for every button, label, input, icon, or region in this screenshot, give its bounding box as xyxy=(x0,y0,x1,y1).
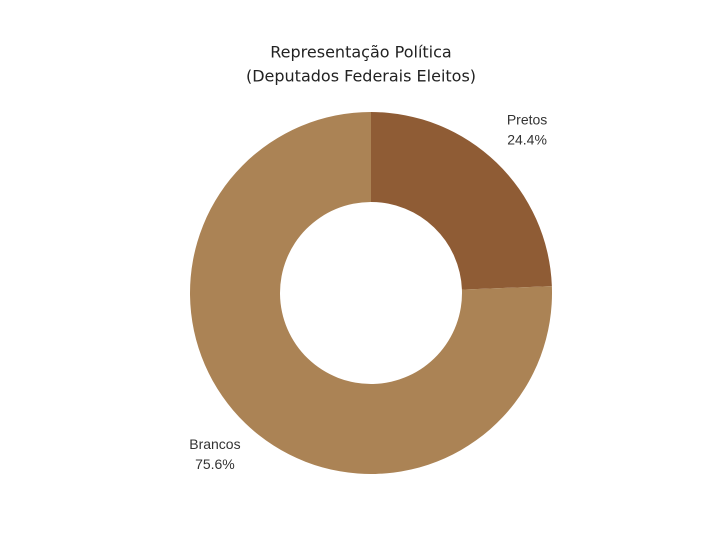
chart-title: Representação Política xyxy=(270,43,451,62)
donut-slice xyxy=(371,112,552,290)
slice-label: Pretos xyxy=(507,112,547,128)
chart-title: (Deputados Federais Eleitos) xyxy=(246,67,476,86)
donut-slice xyxy=(190,112,552,474)
slice-value-label: 24.4% xyxy=(507,132,547,148)
slice-label: Brancos xyxy=(189,436,240,452)
slice-value-label: 75.6% xyxy=(195,456,235,472)
